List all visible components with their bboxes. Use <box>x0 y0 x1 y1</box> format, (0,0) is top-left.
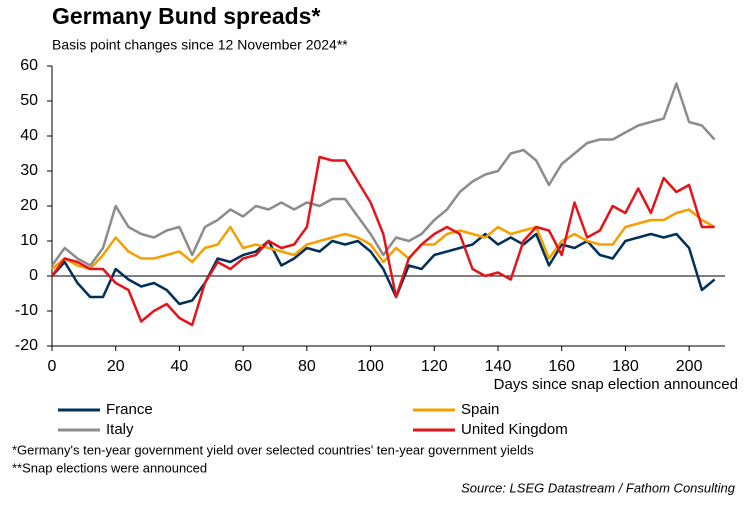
y-tick-label: 60 <box>20 57 38 74</box>
x-tick-label: 140 <box>485 358 512 375</box>
x-tick-label: 200 <box>676 358 703 375</box>
chart-subtitle: Basis point changes since 12 November 20… <box>52 37 348 53</box>
x-tick-label: 160 <box>548 358 575 375</box>
legend-label: Italy <box>106 421 134 438</box>
legend-label: France <box>106 401 153 418</box>
footnote: *Germany's ten-year government yield ove… <box>12 442 534 457</box>
y-tick-label: -20 <box>15 337 38 354</box>
x-tick-label: 20 <box>107 358 125 375</box>
y-tick-label: 20 <box>20 197 38 214</box>
y-tick-label: 30 <box>20 162 38 179</box>
legend-label: United Kingdom <box>461 421 568 438</box>
series-line <box>50 82 716 267</box>
chart-title: Germany Bund spreads* <box>52 3 320 29</box>
y-tick-label: -10 <box>15 302 38 319</box>
x-tick-label: 80 <box>298 358 316 375</box>
legend-label: Spain <box>461 401 499 418</box>
series-line <box>51 208 716 271</box>
y-tick-label: 50 <box>20 92 38 109</box>
y-tick-label: 10 <box>20 232 38 249</box>
x-tick-label: 120 <box>421 358 448 375</box>
footnote: **Snap elections were announced <box>12 460 207 475</box>
series-line <box>50 155 715 327</box>
x-tick-label: 180 <box>612 358 639 375</box>
x-tick-label: 60 <box>234 358 252 375</box>
source: Source: LSEG Datastream / Fathom Consult… <box>461 480 736 495</box>
y-tick-label: 40 <box>20 127 38 144</box>
x-tick-label: 100 <box>357 358 384 375</box>
x-tick-label: 0 <box>48 358 57 375</box>
x-tick-label: 40 <box>171 358 189 375</box>
series-line <box>51 232 716 306</box>
y-tick-label: 0 <box>29 267 38 284</box>
x-axis-label: Days since snap election announced <box>494 376 738 393</box>
